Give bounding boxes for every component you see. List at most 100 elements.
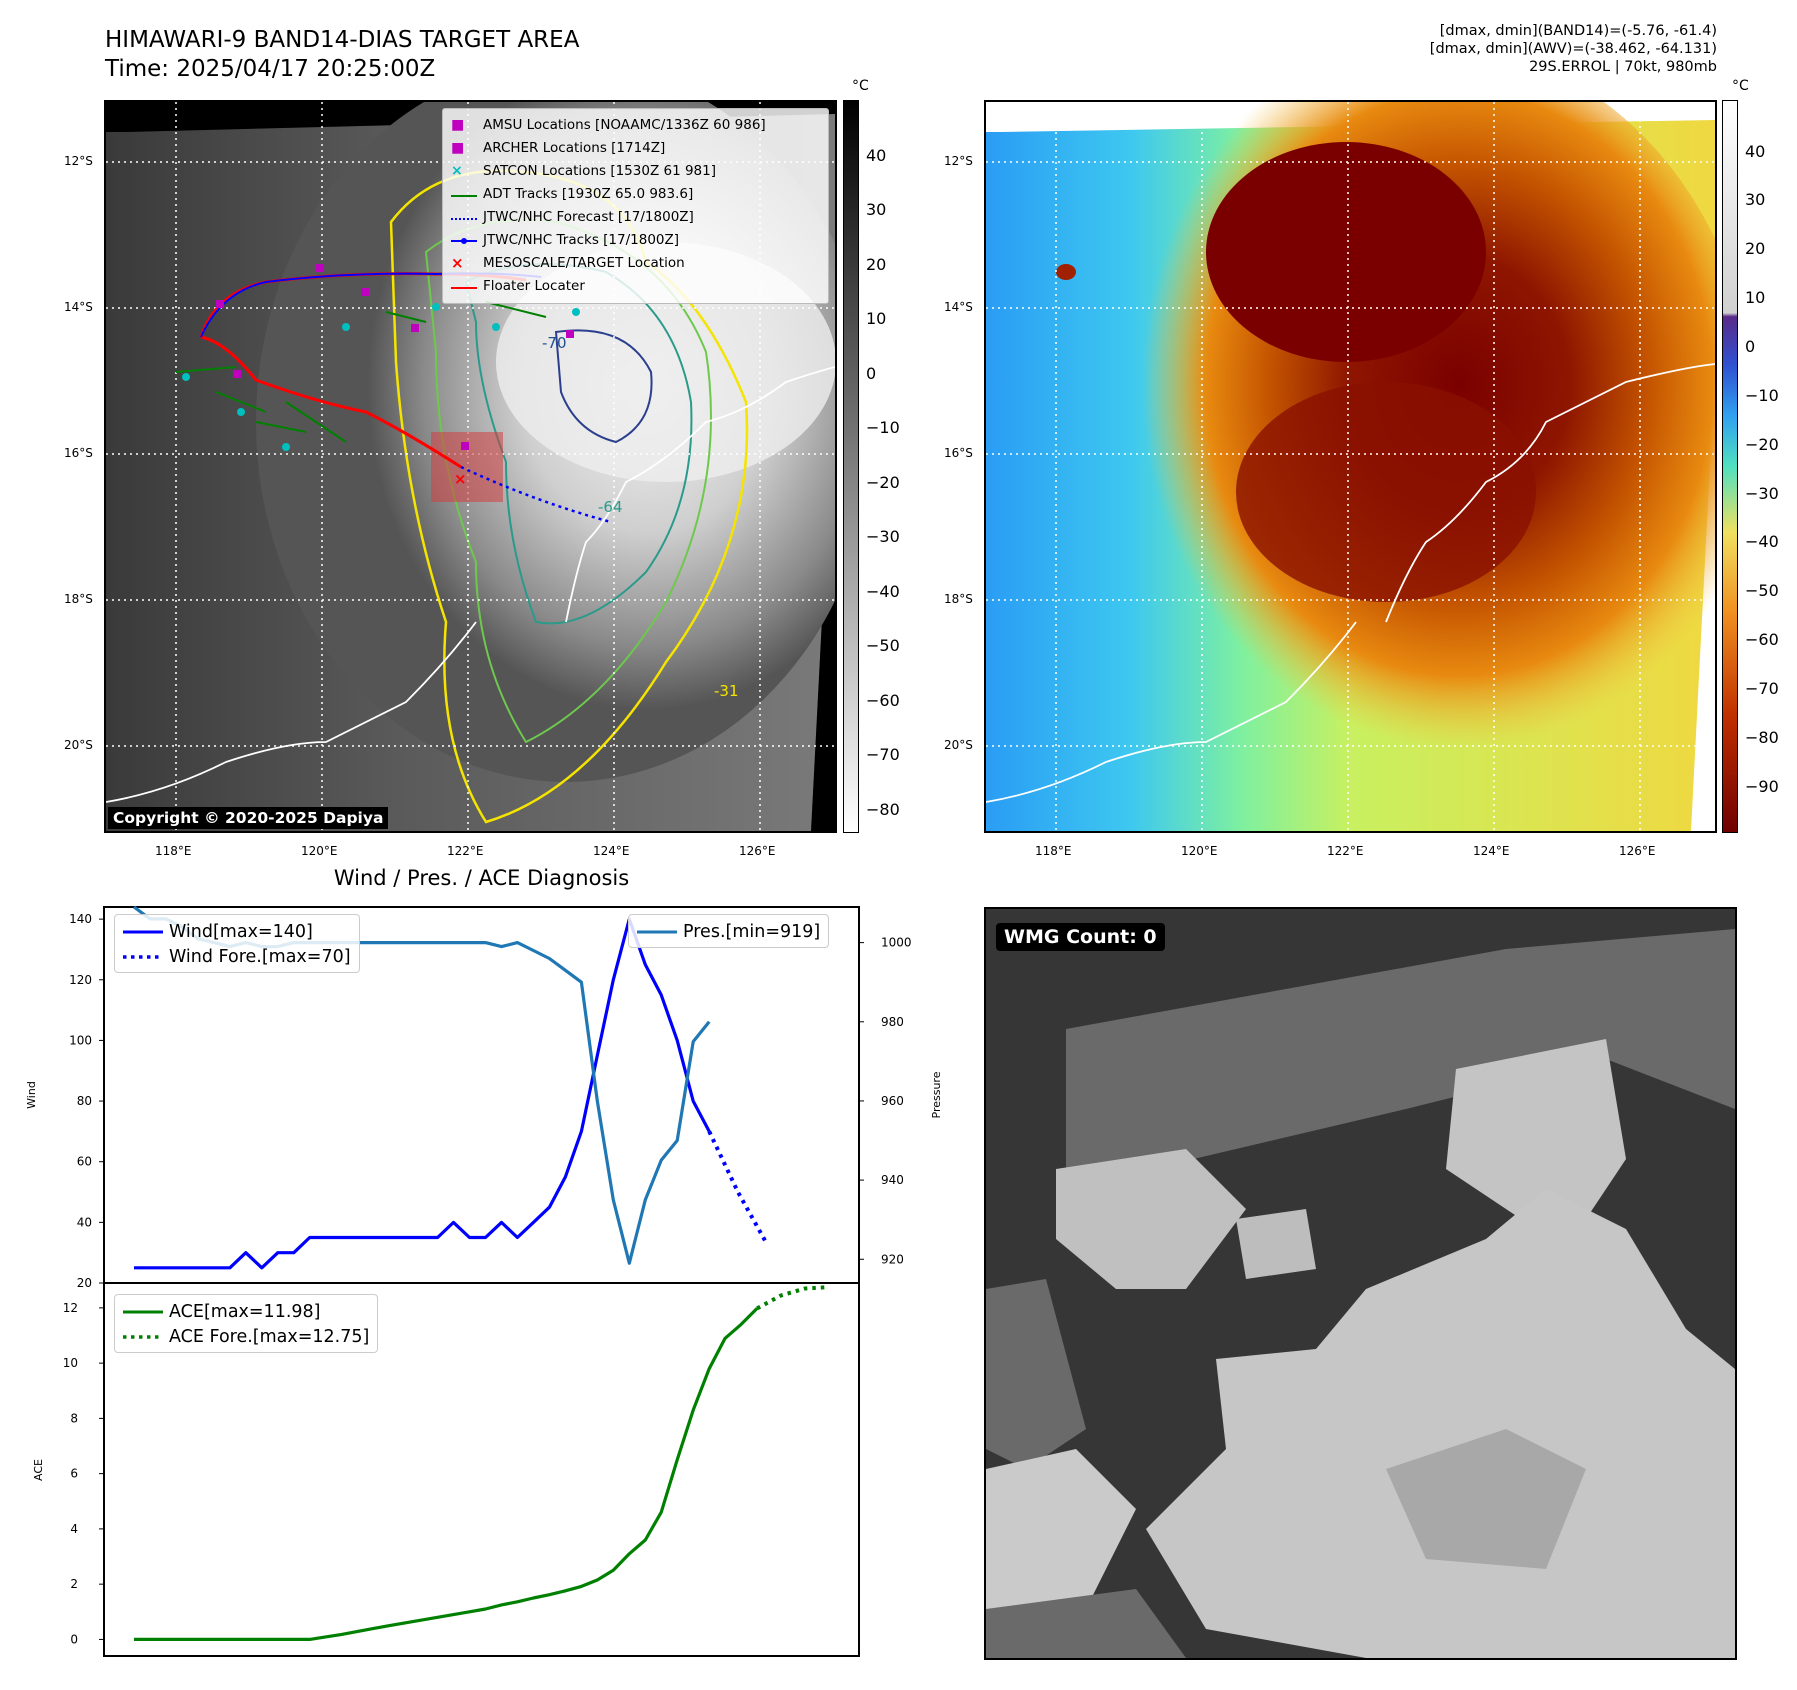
lat-label: 14°S	[944, 300, 973, 314]
wmg-image	[986, 909, 1735, 1658]
ace-tick-label: 12	[63, 1301, 78, 1315]
wind-y-ticks: 20 40 60 80 100 120 140	[69, 912, 104, 1290]
lat-label: 20°S	[64, 738, 93, 752]
colorbar-unit: °C	[852, 78, 869, 94]
legend-item: JTWC/NHC Tracks [17/1800Z]	[451, 228, 828, 251]
meta-storm-info: 29S.ERROL | 70kt, 980mb	[1529, 59, 1717, 75]
lat-label: 16°S	[944, 446, 973, 460]
solid-line-icon	[637, 930, 677, 933]
ace-forecast-line	[756, 1285, 830, 1311]
pressure-axis-label: Pressure	[930, 1071, 943, 1118]
ace-tick-label: 4	[70, 1522, 78, 1536]
wind-axis-label: Wind	[25, 1081, 38, 1109]
wind-tick-label: 40	[77, 1215, 92, 1229]
map-legend: ■ AMSU Locations [NOAAMC/1336Z 60 986] ■ A…	[442, 108, 829, 304]
pressure-tick-label: 980	[881, 1015, 904, 1029]
legend-item: ACE Fore.[max=12.75]	[121, 1324, 369, 1349]
legend-item: Wind[max=140]	[121, 919, 351, 944]
wind-legend: Wind[max=140] Wind Fore.[max=70]	[114, 914, 360, 973]
series-layer	[133, 905, 830, 1642]
lon-label: 122°E	[447, 844, 484, 858]
dotted-line-icon	[123, 954, 163, 959]
wmg-count-badge: WMG Count: 0	[996, 923, 1165, 951]
ace-tick-label: 10	[63, 1356, 78, 1370]
x-marker-icon: ×	[451, 162, 463, 179]
wind-tick-label: 140	[69, 912, 92, 926]
wind-tick-label: 80	[77, 1094, 92, 1108]
lat-label: 12°S	[944, 154, 973, 168]
lat-label: 16°S	[64, 446, 93, 460]
ir-color-map	[984, 100, 1717, 833]
wind-tick-label: 100	[69, 1033, 92, 1047]
contour-label: -70	[542, 334, 567, 352]
contour-label: -31	[714, 682, 739, 700]
lon-label: 118°E	[155, 844, 192, 858]
colorbar-unit: °C	[1732, 78, 1749, 94]
lon-label: 126°E	[739, 844, 776, 858]
title-line-1: HIMAWARI-9 BAND14-DIAS TARGET AREA	[105, 27, 580, 53]
pressure-tick-label: 960	[881, 1094, 904, 1108]
diagnosis-title: Wind / Pres. / ACE Diagnosis	[333, 866, 630, 890]
lat-label: 14°S	[64, 300, 93, 314]
legend-item: ■ AMSU Locations [NOAAMC/1336Z 60 986]	[451, 116, 766, 133]
title-line-2: Time: 2025/04/17 20:25:00Z	[105, 56, 436, 82]
ace-y-ticks: 0 2 4 6 8 10 12	[63, 1301, 104, 1646]
grayscale-colorbar	[843, 100, 859, 833]
pressure-tick-label: 920	[881, 1252, 904, 1266]
ace-tick-label: 0	[70, 1632, 78, 1646]
lon-label: 124°E	[593, 844, 630, 858]
pressure-y-ticks: 920 940 960 980 1000	[859, 936, 912, 1266]
meta-awv-range: [dmax, dmin](AWV)=(-38.462, -64.131)	[1429, 41, 1717, 57]
wmg-panel: WMG Count: 0	[984, 907, 1737, 1660]
lon-label: 120°E	[301, 844, 338, 858]
wind-series-line	[134, 917, 711, 1270]
line-dot-icon	[451, 230, 483, 249]
lon-label: 120°E	[1181, 844, 1218, 858]
legend-item: ■ ARCHER Locations [1714Z]	[451, 139, 666, 156]
dotted-line-icon	[451, 207, 483, 226]
legend-item: Pres.[min=919]	[635, 919, 820, 944]
lon-label: 122°E	[1327, 844, 1364, 858]
ace-legend: ACE[max=11.98] ACE Fore.[max=12.75]	[114, 1294, 379, 1353]
legend-item: Wind Fore.[max=70]	[121, 944, 351, 969]
solid-line-icon	[451, 276, 483, 295]
legend-item: × SATCON Locations [1530Z 61 981]	[451, 162, 716, 179]
square-marker-icon: ■	[451, 116, 465, 133]
diagnosis-chart: 20 40 60 80 100 120 140 920 940 960 980 1000 0 2 4 6 8…	[25, 905, 943, 1657]
lat-label: 12°S	[64, 154, 93, 168]
square-marker-icon: ■	[451, 139, 465, 156]
pressure-tick-label: 1000	[881, 936, 912, 950]
legend-item: × MESOSCALE/TARGET Location	[451, 253, 685, 272]
ace-series-line	[134, 1307, 759, 1642]
x-marker-icon: ×	[451, 253, 464, 272]
wind-forecast-line	[707, 1130, 769, 1245]
color-colorbar	[1722, 100, 1738, 833]
pressure-tick-label: 940	[881, 1173, 904, 1187]
ace-tick-label: 8	[70, 1411, 78, 1425]
pressure-legend: Pres.[min=919]	[628, 914, 830, 948]
solid-line-icon	[123, 930, 163, 933]
figure-title: HIMAWARI-9 BAND14-DIAS TARGET AREA Time:…	[105, 26, 579, 84]
solid-line-icon	[123, 1310, 163, 1313]
ace-axes-frame	[103, 1282, 860, 1657]
lon-label: 118°E	[1035, 844, 1072, 858]
color-colorbar-ticks: 40 30 20 10 0 −10 −20 −30 −40 −50 −60 −7…	[1745, 142, 1779, 796]
contour-label: -64	[598, 498, 623, 516]
ir-color-image	[986, 102, 1715, 831]
lon-label: 124°E	[1473, 844, 1510, 858]
grayscale-colorbar-ticks: 40 30 20 10 0 −10 −20 −30 −40 −50 −60 −7…	[866, 146, 900, 819]
svg-text:×: ×	[454, 470, 467, 488]
lat-label: 20°S	[944, 738, 973, 752]
lon-label: 126°E	[1619, 844, 1656, 858]
wind-tick-label: 120	[69, 973, 92, 987]
ace-tick-label: 2	[70, 1577, 78, 1591]
dotted-line-icon	[123, 1334, 163, 1339]
meta-band14-range: [dmax, dmin](BAND14)=(-5.76, -61.4)	[1439, 23, 1717, 39]
lat-label: 18°S	[64, 592, 93, 606]
legend-item: Floater Locater	[451, 274, 828, 297]
ace-tick-label: 6	[70, 1467, 78, 1481]
ace-axis-label: ACE	[32, 1459, 45, 1481]
storm-metadata: [dmax, dmin](BAND14)=(-5.76, -61.4) [dma…	[1430, 22, 1717, 76]
ir-grayscale-map: × -70 -64 -31 ■ AMSU Locations [NOAAMC/13…	[104, 100, 837, 833]
solid-line-icon	[451, 184, 483, 203]
